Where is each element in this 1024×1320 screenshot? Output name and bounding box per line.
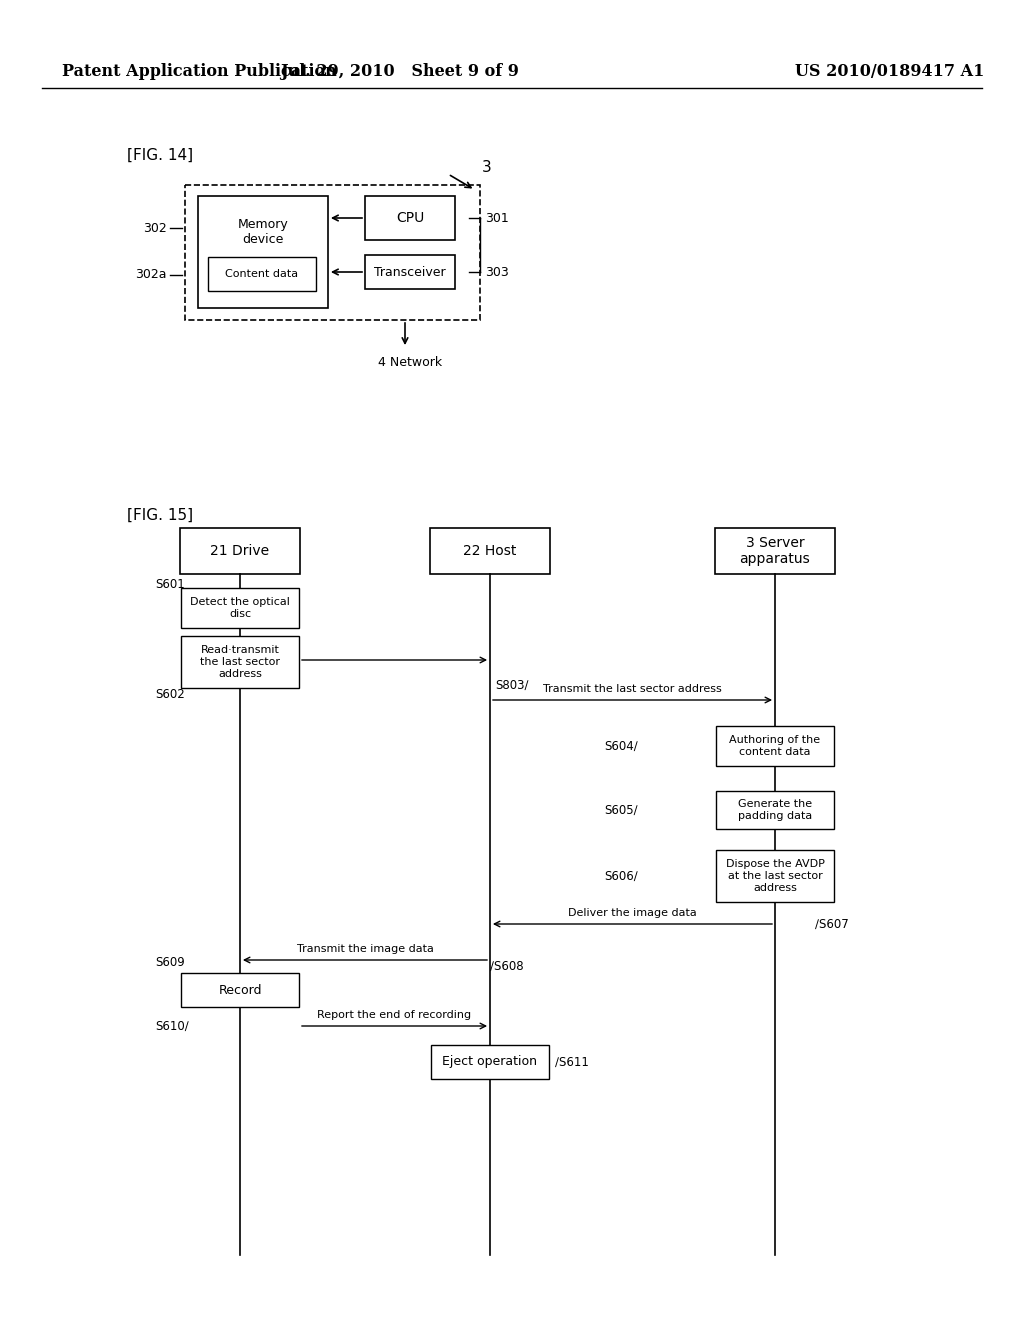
Bar — [365, 195, 455, 240]
Text: S610∕: S610∕ — [155, 1019, 188, 1032]
Text: 302: 302 — [143, 222, 167, 235]
Text: S601: S601 — [155, 578, 184, 590]
Text: ∕S611: ∕S611 — [555, 1056, 589, 1068]
Text: 301: 301 — [485, 211, 509, 224]
Text: Transmit the last sector address: Transmit the last sector address — [543, 684, 722, 694]
Bar — [716, 726, 834, 766]
Bar — [365, 255, 455, 289]
Text: Deliver the image data: Deliver the image data — [568, 908, 697, 917]
Text: 303: 303 — [485, 265, 509, 279]
Bar — [185, 185, 480, 319]
Text: Detect the optical
disc: Detect the optical disc — [190, 597, 290, 619]
Text: Transmit the image data: Transmit the image data — [297, 944, 433, 954]
Bar — [715, 528, 835, 574]
Text: S604∕: S604∕ — [604, 739, 638, 752]
Text: 4 Network: 4 Network — [378, 356, 442, 370]
Text: Eject operation: Eject operation — [442, 1056, 538, 1068]
Text: ∕S608: ∕S608 — [490, 960, 523, 973]
Text: 22 Host: 22 Host — [463, 544, 517, 558]
Text: [FIG. 14]: [FIG. 14] — [127, 148, 194, 162]
Bar — [181, 636, 299, 688]
Text: ∕S607: ∕S607 — [815, 917, 849, 931]
Bar — [716, 791, 834, 829]
Text: Memory
device: Memory device — [238, 218, 289, 246]
Bar — [198, 195, 328, 308]
Text: Record: Record — [218, 983, 262, 997]
Text: CPU: CPU — [396, 211, 424, 224]
Text: S602: S602 — [155, 689, 184, 701]
Text: Patent Application Publication: Patent Application Publication — [62, 63, 337, 81]
Bar — [431, 1045, 549, 1078]
Text: Content data: Content data — [225, 269, 299, 279]
Text: [FIG. 15]: [FIG. 15] — [127, 508, 194, 523]
Text: Dispose the AVDP
at the last sector
address: Dispose the AVDP at the last sector addr… — [726, 859, 824, 892]
Text: 3 Server
apparatus: 3 Server apparatus — [739, 536, 810, 566]
Text: S803∕: S803∕ — [495, 678, 528, 692]
Bar — [181, 973, 299, 1007]
Text: Transceiver: Transceiver — [374, 265, 445, 279]
Text: S606∕: S606∕ — [604, 870, 638, 883]
Bar — [180, 528, 300, 574]
Text: S609: S609 — [155, 957, 184, 969]
Bar — [716, 850, 834, 902]
Text: Report the end of recording: Report the end of recording — [317, 1010, 472, 1020]
Bar — [430, 528, 550, 574]
Text: 21 Drive: 21 Drive — [211, 544, 269, 558]
Text: 3: 3 — [482, 161, 492, 176]
Text: Authoring of the
content data: Authoring of the content data — [729, 735, 820, 756]
Text: S605∕: S605∕ — [604, 804, 638, 817]
Text: 302a: 302a — [135, 268, 167, 281]
Text: Generate the
padding data: Generate the padding data — [738, 799, 812, 821]
Text: Read·transmit
the last sector
address: Read·transmit the last sector address — [200, 645, 280, 678]
Text: Jul. 29, 2010   Sheet 9 of 9: Jul. 29, 2010 Sheet 9 of 9 — [281, 63, 519, 81]
Bar — [208, 257, 316, 290]
Bar — [181, 587, 299, 628]
Text: US 2010/0189417 A1: US 2010/0189417 A1 — [796, 63, 985, 81]
